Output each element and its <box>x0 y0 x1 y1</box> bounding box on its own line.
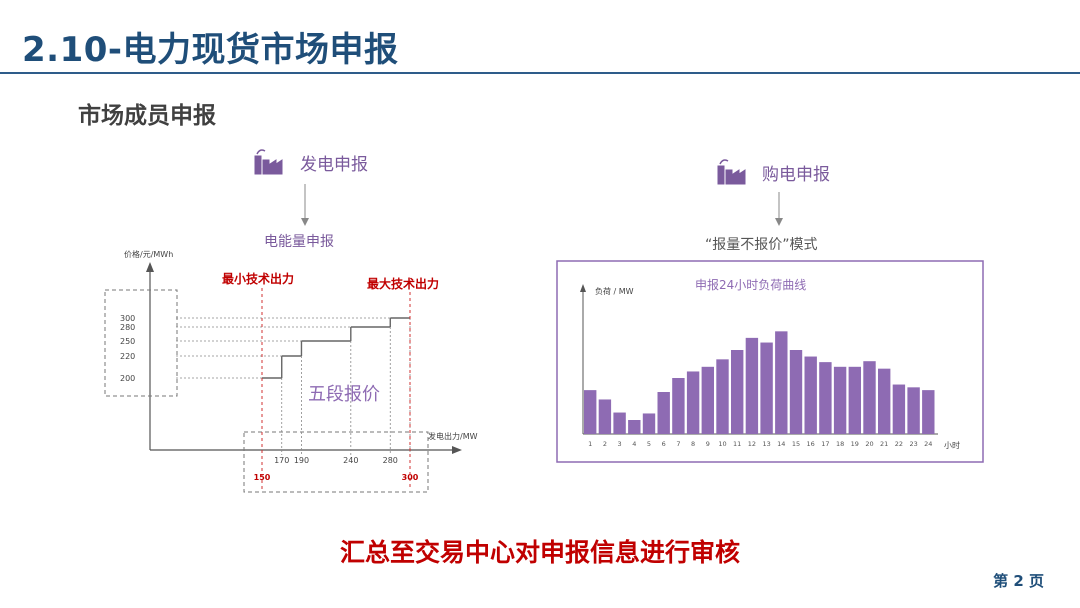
hour-tick-label: 2 <box>603 440 607 448</box>
hour-tick-label: 8 <box>691 440 695 448</box>
x-boundary-tick-label: 300 <box>402 473 419 482</box>
generation-arrow-head <box>301 218 309 226</box>
purchase-heading: 购电申报 <box>762 165 830 185</box>
x-tick-label: 190 <box>294 456 309 465</box>
section-subtitle: 市场成员申报 <box>78 103 216 129</box>
min-output-annotation: 最小技术出力 <box>222 271 294 286</box>
x-boundary-tick-label: 150 <box>254 473 271 482</box>
load-bar <box>584 390 597 434</box>
load-bar <box>819 362 832 434</box>
hour-tick-label: 4 <box>632 440 636 448</box>
hour-tick-label: 15 <box>792 440 800 448</box>
hour-tick-label: 7 <box>676 440 680 448</box>
bar-y-axis-arrow <box>580 284 586 292</box>
load-bar <box>613 412 626 434</box>
hour-tick-label: 23 <box>909 440 917 448</box>
generation-heading: 发电申报 <box>300 155 368 175</box>
load-bar <box>701 366 714 434</box>
max-output-annotation: 最大技术出力 <box>367 276 439 291</box>
hour-tick-label: 5 <box>647 440 651 448</box>
load-bar <box>833 366 847 434</box>
y-tick-label: 280 <box>120 323 135 332</box>
hour-tick-label: 21 <box>880 440 888 448</box>
hour-tick-label: 11 <box>733 440 741 448</box>
load-bar <box>789 350 803 434</box>
load-bar <box>672 378 685 434</box>
x-tick-label: 280 <box>383 456 398 465</box>
hour-tick-label: 12 <box>748 440 756 448</box>
hour-tick-label: 9 <box>706 440 710 448</box>
hour-tick-label: 6 <box>662 440 666 448</box>
load-bar <box>848 366 861 434</box>
load-bar <box>878 368 891 434</box>
load-bar <box>907 387 920 434</box>
generation-plant-icon <box>254 149 283 175</box>
load-bar <box>628 420 641 434</box>
x-tick-label: 170 <box>274 456 289 465</box>
bar-x-axis-label: 小时 <box>944 440 960 450</box>
hour-tick-label: 13 <box>762 440 770 448</box>
load-bar <box>686 371 700 434</box>
y-axis-label: 价格/元/MWh <box>124 249 173 259</box>
hour-tick-label: 24 <box>924 440 932 448</box>
load-bar <box>716 359 729 434</box>
hour-tick-label: 20 <box>865 440 873 448</box>
load-bar <box>657 392 670 434</box>
step-chart-title: 五段报价 <box>308 384 380 405</box>
y-axis-arrow <box>146 262 154 272</box>
summary-text: 汇总至交易中心对申报信息进行审核 <box>339 538 740 567</box>
x-tick-highlight-box <box>243 431 429 493</box>
load-bar <box>804 356 817 434</box>
y-tick-highlight-box <box>104 289 178 397</box>
hour-tick-label: 18 <box>836 440 844 448</box>
hour-tick-label: 1 <box>588 440 592 448</box>
bar-chart-title: 申报24小时负荷曲线 <box>695 277 806 292</box>
load-bar <box>731 350 744 434</box>
y-tick-label: 300 <box>120 314 135 323</box>
load-bar <box>863 361 876 434</box>
generation-sub-heading: 电能量申报 <box>264 234 334 250</box>
load-bar <box>922 390 935 434</box>
x-tick-label: 240 <box>343 456 358 465</box>
y-tick-label: 250 <box>120 337 135 346</box>
title-divider <box>0 72 1080 74</box>
purchase-arrow-head <box>775 218 783 226</box>
load-bar <box>760 342 773 434</box>
hour-tick-label: 22 <box>895 440 903 448</box>
y-tick-label: 220 <box>120 352 135 361</box>
purchase-sub-heading: “报量不报价”模式 <box>705 237 818 253</box>
x-axis-arrow <box>452 446 462 454</box>
hour-tick-label: 16 <box>807 440 815 448</box>
bar-y-axis-label: 负荷 / MW <box>595 286 634 296</box>
load-bar <box>745 337 759 434</box>
hour-tick-label: 10 <box>718 440 726 448</box>
load-bar <box>775 331 788 434</box>
purchase-plant-icon <box>717 159 746 185</box>
page-number: 第 2 页 <box>993 572 1044 590</box>
hour-tick-label: 3 <box>618 440 622 448</box>
load-bar <box>642 413 656 434</box>
load-bar <box>892 384 906 434</box>
page-title: 2.10-电力现货市场申报 <box>22 30 399 70</box>
hour-tick-label: 14 <box>777 440 785 448</box>
hour-tick-label: 19 <box>851 440 859 448</box>
hour-tick-label: 17 <box>821 440 829 448</box>
y-tick-label: 200 <box>120 374 135 383</box>
load-bar <box>598 399 612 434</box>
x-axis-label: 发电出力/MW <box>428 431 478 441</box>
